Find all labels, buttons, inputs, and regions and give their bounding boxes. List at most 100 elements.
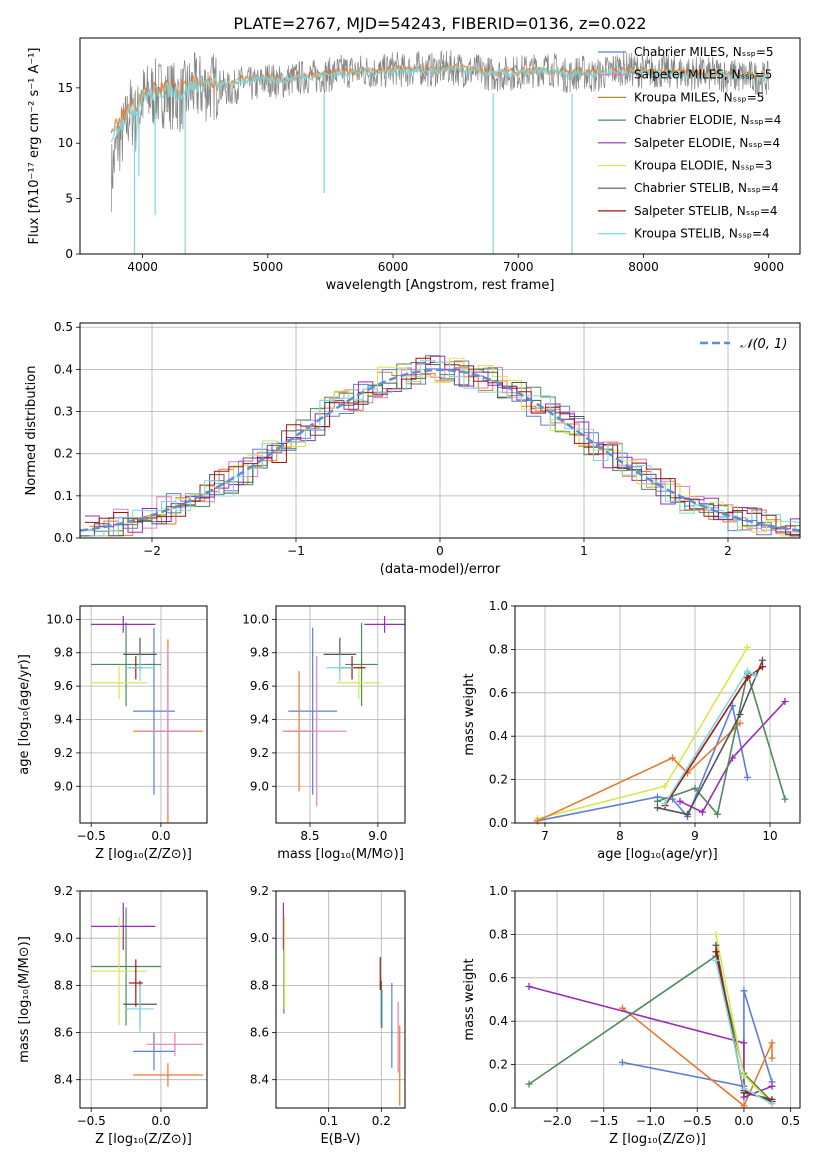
residuals-panel: −2 −1 0 1 2 0.0 0.1 0.2 0.3 0.4 0.5 (data-model)/er… — [24, 320, 801, 577]
y-tick-label: 10 — [58, 136, 73, 150]
weight-vs-age-panel: 7 8 9 10 0.0 0.2 0.4 0.6 0.8 1.0 age [log₁₀(age/yr… — [462, 599, 801, 862]
y-tick-label: 9.4 — [54, 713, 73, 727]
x-tick-label: 0.0 — [151, 1114, 170, 1128]
y-tick-label: 0.4 — [489, 1014, 508, 1028]
plot-frame — [514, 605, 801, 824]
residual-histogram — [84, 357, 800, 537]
weight-point — [740, 1084, 748, 1092]
x-tick-label: 0.0 — [734, 1114, 753, 1128]
weight-point — [525, 1080, 533, 1088]
legend-label: 𝒩(0, 1) — [740, 337, 787, 352]
weight-point — [759, 663, 766, 671]
residual-histogram — [89, 357, 800, 537]
weight-vs-metallicity-panel: −2.0 −1.5 −1.0 −0.5 0.0 0.5 0.0 0.2 0.4 0.6 0.8 1.0… — [462, 884, 801, 1147]
y-tick-label: 0.6 — [489, 686, 508, 700]
weight-point — [744, 643, 751, 651]
weight-point — [768, 1082, 776, 1090]
x-axis-label: mass [log₁₀(M/M⊙)] — [277, 847, 404, 862]
y-tick-label: 10.0 — [242, 612, 269, 626]
weight-point — [684, 810, 691, 818]
weight-point — [712, 948, 720, 956]
y-tick-label: 0.6 — [489, 971, 508, 985]
x-tick-label: −1.0 — [636, 1114, 665, 1128]
weight-point — [740, 1039, 748, 1047]
x-tick-label: −0.5 — [77, 829, 106, 843]
plot-frame — [79, 322, 801, 539]
weight-point — [712, 930, 720, 938]
y-tick-label: 0.4 — [489, 729, 508, 743]
legend-label: Salpeter ELODIE, Nₛₛₚ=4 — [634, 136, 780, 150]
plot-frame — [79, 890, 208, 1109]
x-tick-label: 8.5 — [300, 829, 319, 843]
y-tick-label: 9.6 — [250, 679, 269, 693]
x-tick-label: 6000 — [378, 260, 409, 274]
x-axis-label: wavelength [Angstrom, rest frame] — [326, 278, 555, 293]
weight-point — [712, 956, 720, 964]
weight-point — [661, 799, 669, 807]
plot-frame — [275, 605, 406, 824]
weight-point — [740, 987, 748, 995]
x-axis-label: E(B-V) — [320, 1132, 360, 1147]
gaussian-curve — [79, 368, 801, 532]
y-tick-label: 9.0 — [54, 931, 73, 945]
y-tick-label: 8.4 — [250, 1073, 269, 1087]
x-tick-label: 0.1 — [319, 1114, 338, 1128]
weight-point — [768, 1039, 776, 1047]
x-tick-label: −2 — [143, 544, 161, 558]
y-axis-label: mass [log₁₀(M/M⊙)] — [17, 936, 32, 1063]
y-tick-label: 0.0 — [489, 1101, 508, 1115]
x-tick-label: −0.5 — [683, 1114, 712, 1128]
x-tick-label: −2.0 — [542, 1114, 571, 1128]
weight-line — [537, 703, 749, 822]
residual-histogram — [80, 364, 800, 537]
y-tick-label: 9.2 — [54, 746, 73, 760]
y-tick-label: 9.0 — [250, 779, 269, 793]
weight-line — [622, 990, 773, 1088]
weight-point — [714, 810, 721, 818]
x-axis-label: Z [log₁₀(Z/Z⊙)] — [95, 1132, 192, 1147]
x-tick-label: 2 — [724, 544, 732, 558]
x-tick-label: 9 — [691, 829, 699, 843]
weight-point — [736, 711, 744, 718]
x-axis-label: Z [log₁₀(Z/Z⊙)] — [95, 847, 192, 862]
y-tick-label: 0.8 — [489, 642, 508, 656]
y-tick-label: 0.5 — [54, 320, 73, 334]
weight-line — [537, 722, 741, 822]
legend-label: Salpeter STELIB, Nₛₛₚ=4 — [634, 204, 778, 218]
y-tick-label: 9.2 — [54, 884, 73, 898]
y-tick-label: 9.6 — [54, 679, 73, 693]
y-tick-label: 0 — [65, 247, 73, 261]
plot-frame — [79, 37, 801, 255]
y-axis-label: age [log₁₀(age/yr)] — [17, 654, 32, 775]
y-tick-label: 10.0 — [46, 612, 73, 626]
x-tick-label: 10 — [762, 829, 777, 843]
plot-frame — [275, 890, 406, 1109]
x-tick-label: −1 — [287, 544, 305, 558]
weight-point — [618, 1058, 626, 1066]
plot-frame — [514, 890, 801, 1109]
y-tick-label: 0.4 — [54, 362, 73, 376]
y-tick-label: 9.0 — [54, 779, 73, 793]
mass-vs-reddening-panel: 0.1 0.2 8.4 8.6 8.8 9.0 9.2 E(B-V) — [250, 884, 406, 1147]
weight-point — [781, 795, 789, 803]
spectrum-panel: 4000 5000 6000 7000 8000 9000 0 5 10 15 wavelength… — [27, 37, 801, 293]
x-tick-label: 0.5 — [781, 1114, 800, 1128]
weight-point — [654, 804, 661, 812]
y-tick-label: 8.6 — [250, 1026, 269, 1040]
y-tick-label: 5 — [65, 192, 73, 206]
weight-line — [537, 646, 749, 820]
x-tick-label: −0.5 — [77, 1114, 106, 1128]
y-axis-label: Flux [fλ10⁻¹⁷ erg cm⁻² s⁻¹ A⁻¹] — [27, 48, 42, 245]
legend-label: Kroupa STELIB, Nₛₛₚ=4 — [634, 227, 770, 241]
x-tick-label: 9000 — [753, 260, 784, 274]
weight-point — [768, 1054, 776, 1062]
y-tick-label: 1.0 — [489, 884, 508, 898]
y-tick-label: 0.2 — [54, 447, 73, 461]
legend-label: Kroupa ELODIE, Nₛₛₚ=3 — [634, 159, 772, 173]
weight-line — [657, 659, 764, 816]
x-tick-label: 7000 — [503, 260, 534, 274]
legend-label: Chabrier ELODIE, Nₛₛₚ=4 — [634, 113, 781, 127]
y-tick-label: 0.2 — [489, 773, 508, 787]
weight-point — [781, 697, 789, 705]
weight-point — [744, 674, 751, 682]
